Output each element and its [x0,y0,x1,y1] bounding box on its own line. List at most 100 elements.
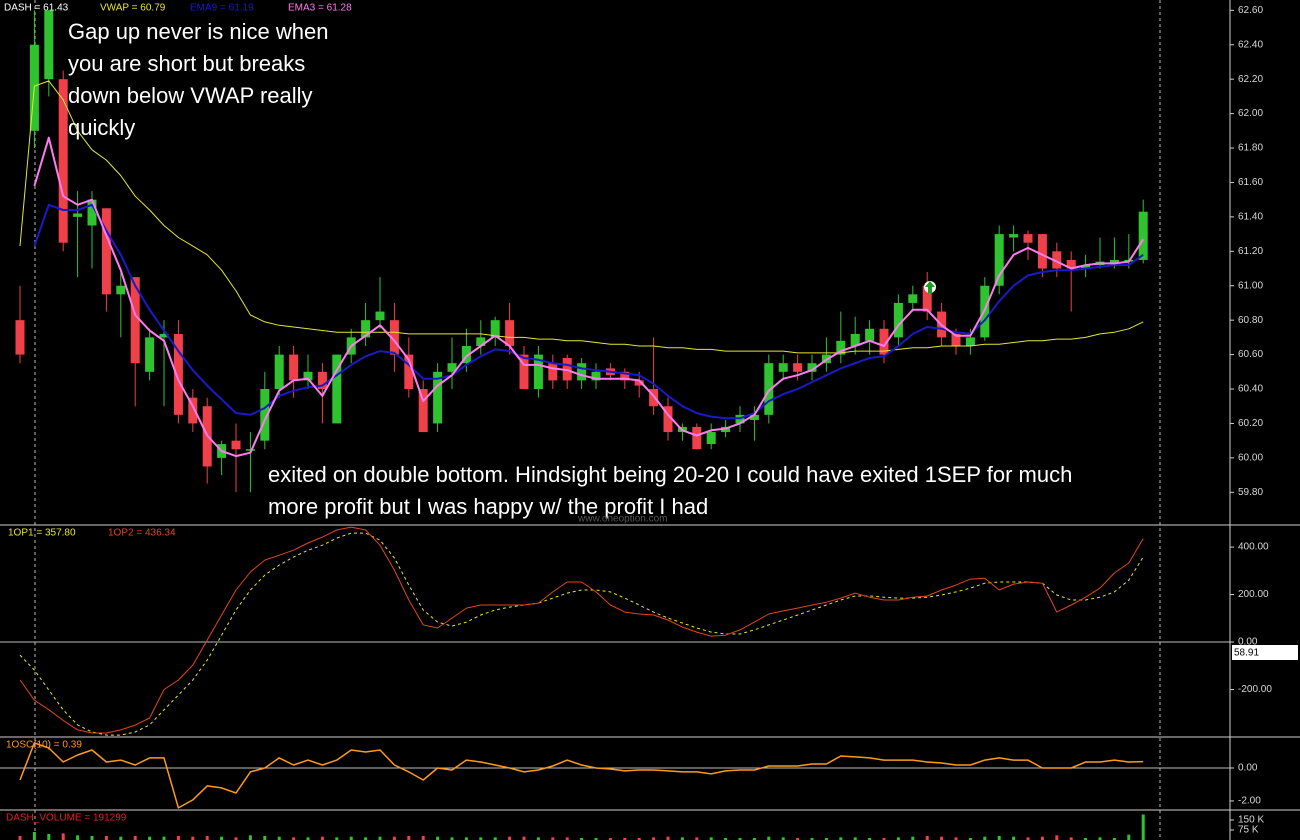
volume-bar [148,836,152,840]
volume-bar [191,836,195,840]
candle-body [1138,211,1148,260]
candle-body [461,345,471,364]
candle-body [749,414,759,420]
candle-body [764,363,774,415]
y-tick-label: 62.40 [1238,39,1263,50]
candle-body [893,302,903,338]
y-tick-label: 61.60 [1238,177,1263,188]
candle-body [116,285,126,295]
annotation-text: more profit but I was happy w/ the profi… [268,494,708,519]
candle-body [663,406,673,433]
volume-bar [695,837,699,840]
volume-bar [911,836,915,840]
legend-label: 1OP2 = 436.34 [108,528,176,539]
volume-bar [378,836,382,840]
volume-bar [392,836,396,840]
legend-label: 1OSC(10) = 0.39 [6,740,82,751]
legend-label: DASH = 61.43 [4,3,69,14]
volume-bar [1012,836,1016,840]
y-tick-label: 200.00 [1238,589,1269,600]
volume-bar [61,833,65,840]
y-tick-label: 400.00 [1238,542,1269,553]
y-tick-label: 62.00 [1238,108,1263,119]
volume-bar [565,837,569,840]
volume-bar [464,837,468,840]
volume-bar [205,836,209,840]
volume-bar [220,836,224,840]
candle-body [951,333,961,346]
volume-bar [853,837,857,840]
volume-bar [954,837,958,840]
candle-body [15,320,25,355]
volume-bar [839,837,843,840]
volume-bar [47,834,51,840]
volume-bar [637,838,641,840]
volume-bar [436,836,440,840]
y-tick-label: 61.20 [1238,246,1263,257]
candle-body [490,320,500,338]
y-tick-label: 60.40 [1238,384,1263,395]
volume-bar [162,836,166,840]
signal-icon [925,281,935,293]
candle-body [620,371,630,381]
candle-body [591,371,601,381]
candle-body [145,337,155,372]
volume-bar [176,836,180,840]
volume-bar [248,835,252,840]
candle-body [188,397,198,424]
volume-bar [608,838,612,840]
volume-bar [292,837,296,840]
volume-bar [724,838,728,840]
volume-bar [119,836,123,840]
volume-bar [1069,837,1073,840]
candle-body [965,337,975,346]
candle-body [692,426,702,450]
indicator-line [19,742,1144,809]
y-tick-label: 62.60 [1238,5,1263,16]
volume-bar [997,836,1001,840]
annotation-text: you are short but breaks [68,51,305,76]
candle-body [836,340,846,355]
candle-body [289,354,299,381]
volume-bar [738,838,742,840]
candle-body [130,277,140,364]
volume-bar [781,837,785,840]
volume-bar [666,836,670,840]
indicator-line [33,203,1144,420]
candle-body [101,208,111,295]
y-tick-label: 0.00 [1238,637,1258,648]
candle-body [418,389,428,433]
candle-body [1066,259,1076,269]
volume-bar [536,837,540,840]
plots: 62.60 62.40 62.20 62.00 61.80 61.60 61.40 61.20… [0,3,1298,840]
volume-bar [76,835,80,840]
volume-bar [234,837,238,840]
volume-bar [104,836,108,840]
volume-bar [349,836,353,840]
volume-bar [983,836,987,840]
volume-bar [752,838,756,840]
annotation-text: Gap up never is nice when [68,19,329,44]
candle-body [1081,265,1091,269]
volume-bar [522,836,526,840]
candle-body [274,354,284,390]
indicator-line [19,532,1144,736]
candle-body [1052,251,1062,269]
candle-body [577,363,587,381]
y-tick-label: 61.40 [1238,212,1263,223]
candle-body [87,199,97,226]
volume-bar [796,838,800,840]
candle-body [634,380,644,386]
legend-label: DASH_VOLUME = 191299 [6,813,127,824]
volume-bar [925,836,929,840]
volume-bar [1098,837,1102,840]
axis-box [1232,645,1298,660]
legend-label: EMA3 = 61.28 [288,3,352,14]
volume-bar [968,838,972,840]
candle-body [793,363,803,372]
volume-bar [335,837,339,840]
candle-body [260,389,270,441]
volume-bar [680,837,684,840]
candle-body [361,320,371,338]
